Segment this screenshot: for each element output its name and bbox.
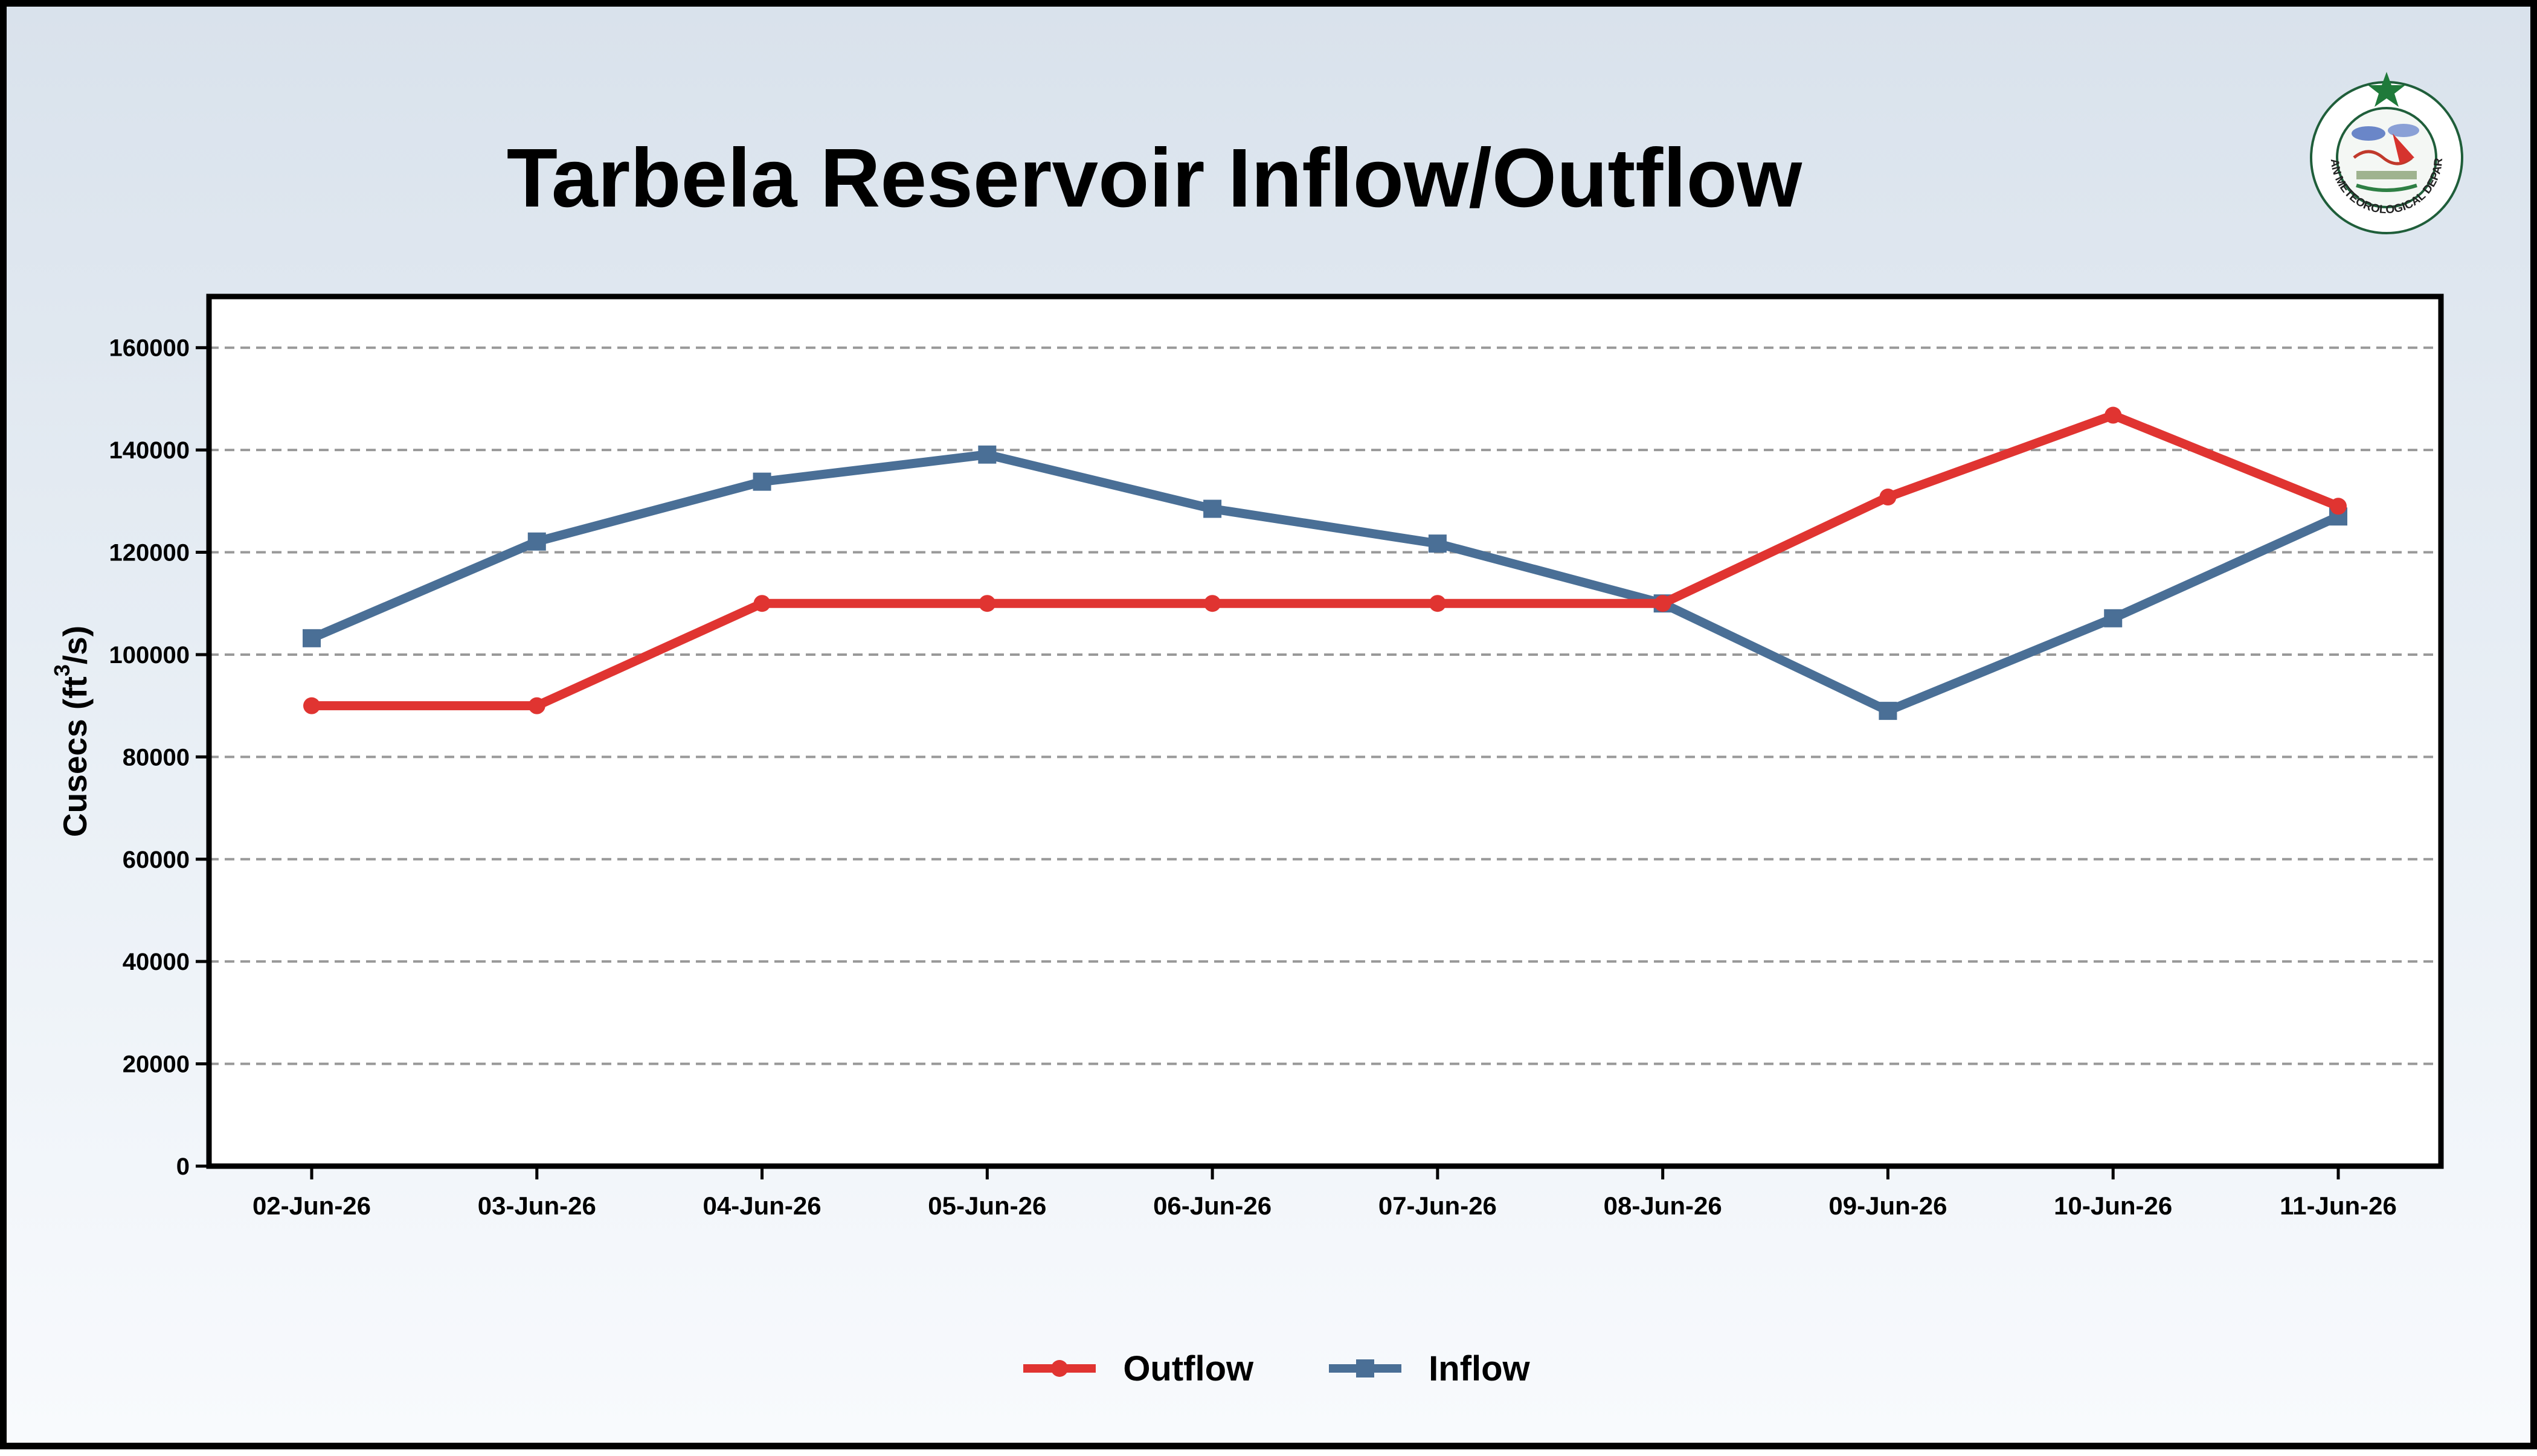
outflow-point-2 (753, 595, 771, 612)
y-tick-label-6: 120000 (109, 540, 190, 566)
x-tick-label-0: 02-Jun-26 (252, 1191, 371, 1220)
legend-swatch-inflow (1329, 1359, 1402, 1377)
legend-swatch-marker-outflow (1051, 1360, 1069, 1377)
y-tick-label-8: 160000 (109, 335, 190, 362)
outflow-point-8 (2105, 406, 2122, 424)
x-tick-label-4: 06-Jun-26 (1153, 1191, 1272, 1220)
y-tick-label-3: 60000 (123, 847, 190, 873)
x-tick-label-3: 05-Jun-26 (928, 1191, 1046, 1220)
y-tick-label-2: 40000 (123, 949, 190, 975)
x-axis-ticks: 02-Jun-26 03-Jun-26 04-Jun-26 05-Jun-26 06-J… (252, 1166, 2397, 1220)
outflow-point-0 (303, 697, 320, 714)
legend-swatch-marker-inflow (1356, 1359, 1375, 1377)
y-tick-label-5: 100000 (109, 642, 190, 669)
inflow-point-3 (978, 445, 997, 464)
plot-border (206, 293, 2444, 1169)
legend-label-inflow: Inflow (1429, 1349, 1530, 1388)
inflow-point-5 (1428, 534, 1447, 553)
legend-item-inflow: Inflow (1326, 1349, 1530, 1389)
pmd-logo-icon: PAKISTAN METEOROLOGICAL DEPARTMENT (2296, 67, 2463, 234)
outflow-point-4 (1204, 595, 1221, 612)
inflow-point-8 (2104, 609, 2123, 627)
outflow-point-7 (1879, 489, 1897, 506)
legend: Outflow Inflow (7, 1341, 2537, 1396)
inflow-point-2 (753, 472, 771, 491)
y-axis-label: Cusecs (ft3/s) (50, 626, 94, 837)
x-tick-label-8: 10-Jun-26 (2054, 1191, 2172, 1220)
inflow-point-4 (1203, 499, 1222, 518)
inflow-point-1 (527, 532, 546, 551)
outflow-point-5 (1429, 595, 1446, 612)
outflow-point-1 (528, 697, 545, 714)
outflow-point-3 (979, 595, 996, 612)
series-outflow (303, 406, 2347, 714)
x-tick-label-6: 08-Jun-26 (1604, 1191, 1722, 1220)
legend-swatch-outflow (1023, 1360, 1096, 1377)
x-tick-label-1: 03-Jun-26 (478, 1191, 596, 1220)
series-layer (303, 406, 2347, 720)
y-axis-ticks: 0 20000 40000 60000 80000 100000 120000 140000 1… (109, 335, 209, 1180)
y-tick-label-1: 20000 (123, 1051, 190, 1078)
y-tick-label-7: 140000 (109, 437, 190, 464)
y-tick-label-4: 80000 (123, 744, 190, 771)
x-tick-label-5: 07-Jun-26 (1378, 1191, 1497, 1220)
line-chart: 0 20000 40000 60000 80000 100000 120000 140000 1… (50, 293, 2444, 1220)
series-inflow (303, 445, 2347, 720)
inflow-point-0 (303, 629, 321, 647)
gridlines (209, 346, 2441, 1065)
outflow-line (307, 411, 2343, 711)
inflow-line (307, 450, 2343, 716)
x-tick-label-9: 11-Jun-26 (2280, 1191, 2397, 1220)
x-tick-label-2: 04-Jun-26 (703, 1191, 822, 1220)
chart-title: Tarbela Reservoir Inflow/Outflow (506, 132, 1802, 225)
legend-label-outflow: Outflow (1123, 1349, 1254, 1388)
legend-item-outflow: Outflow (1020, 1349, 1253, 1389)
outflow-point-9 (2330, 498, 2347, 515)
x-tick-label-7: 09-Jun-26 (1828, 1191, 1947, 1220)
y-tick-label-0: 0 (176, 1153, 190, 1180)
outflow-point-6 (1654, 595, 1671, 612)
inflow-point-7 (1879, 702, 1897, 720)
plot-area (209, 297, 2441, 1166)
logo-star-icon (2368, 72, 2405, 107)
